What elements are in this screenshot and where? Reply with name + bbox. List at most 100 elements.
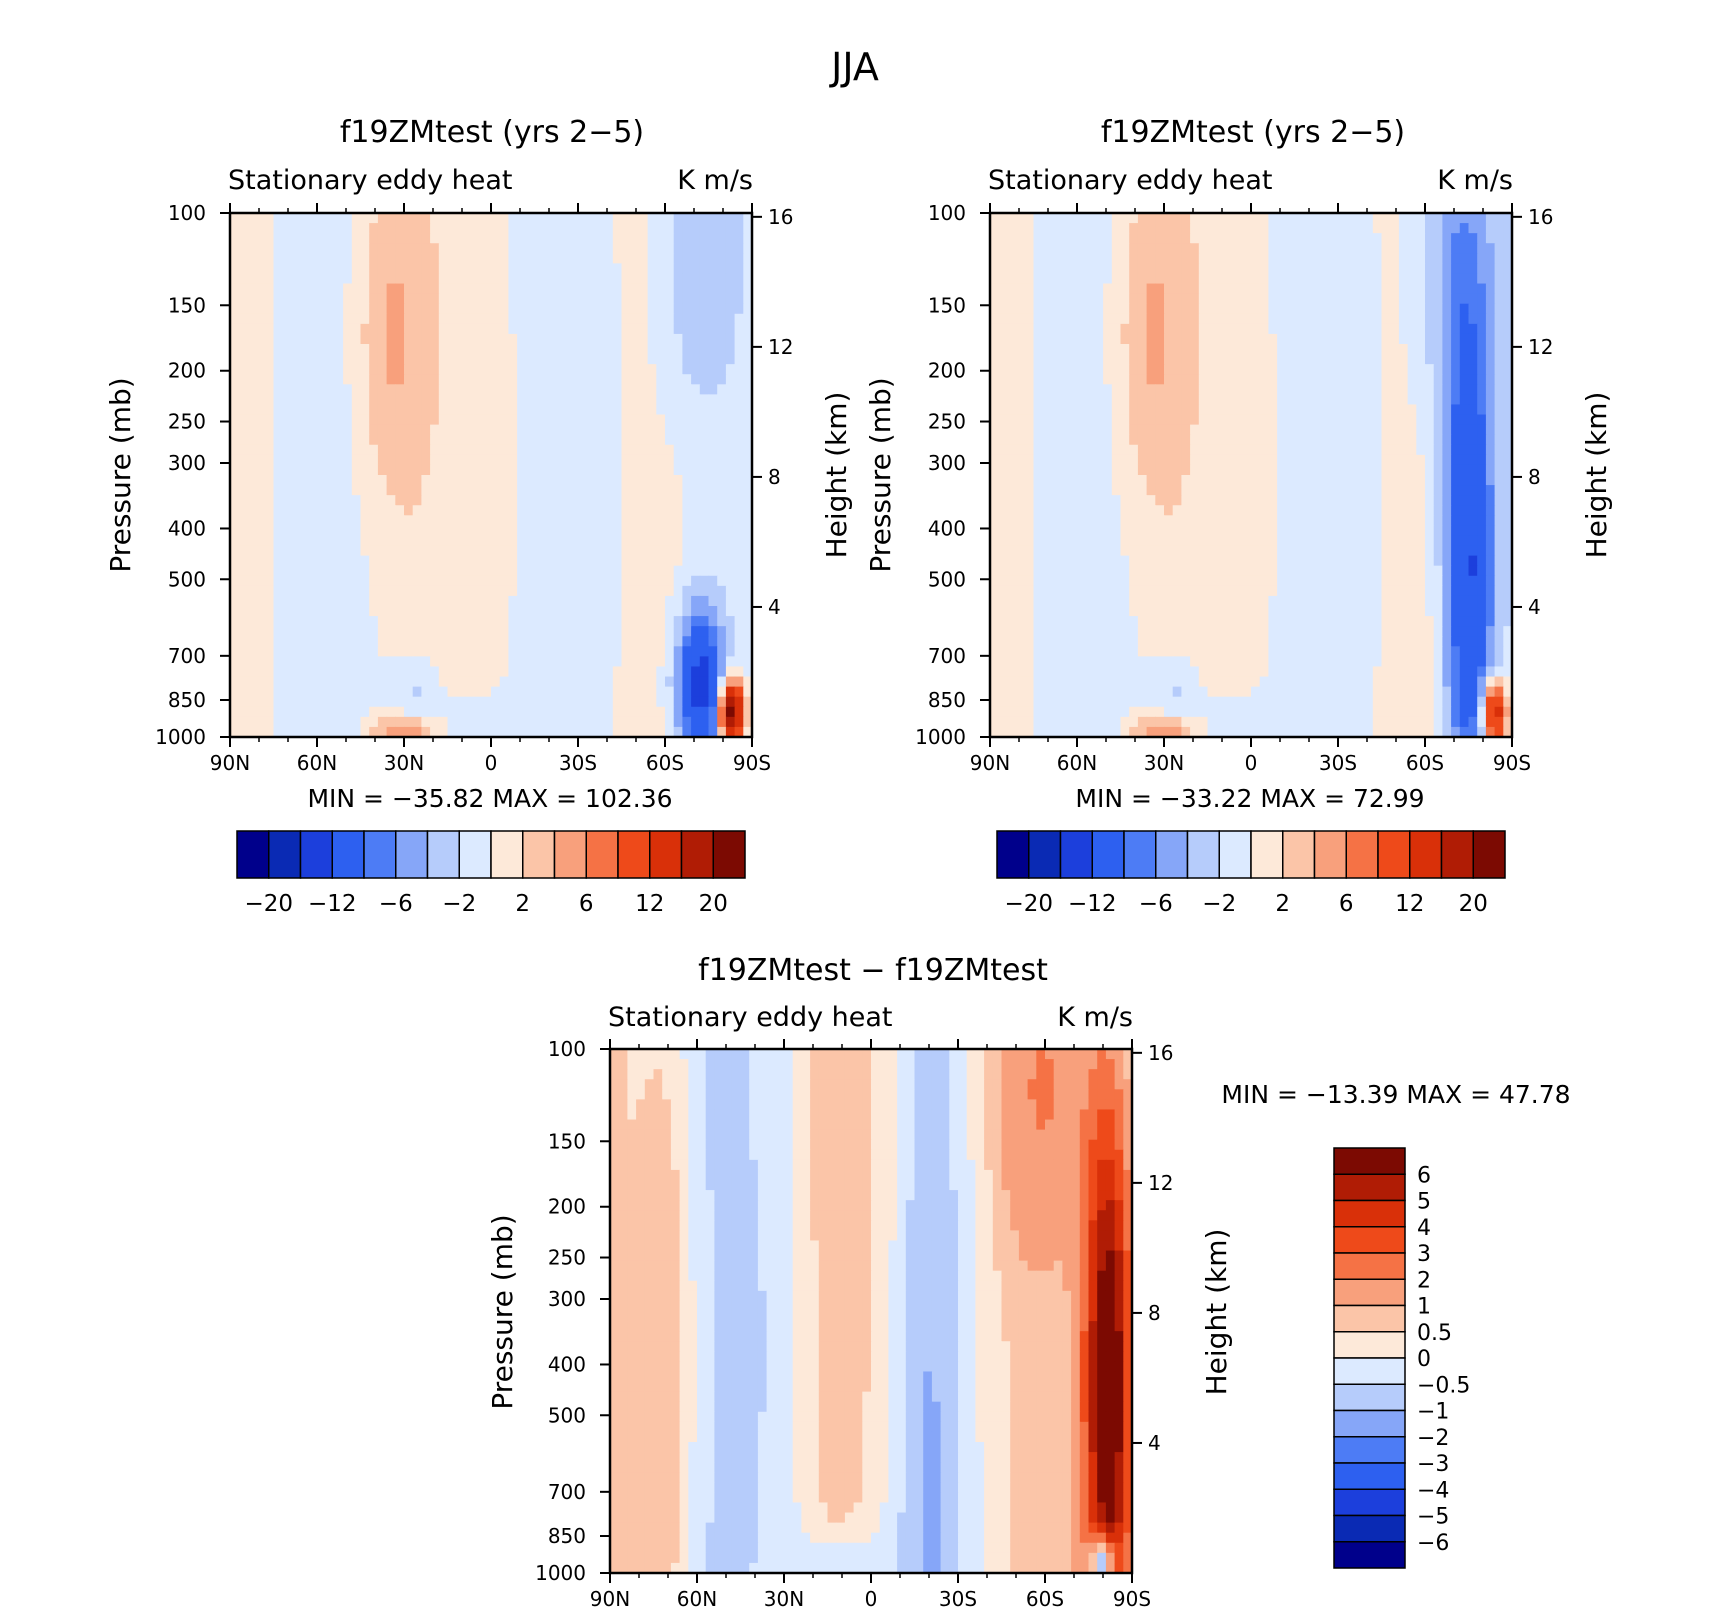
field-cell: [1068, 303, 1078, 315]
field-cell: [1120, 384, 1130, 395]
field-cell: [1190, 323, 1200, 335]
field-cell: [525, 686, 536, 698]
field-cell: [551, 253, 562, 264]
field-cell: [508, 626, 518, 637]
field-cell: [569, 565, 579, 577]
field-cell: [499, 515, 509, 526]
field-cell: [1190, 243, 1200, 254]
field-cell: [1451, 424, 1461, 436]
field-cell: [1155, 444, 1165, 456]
field-cell: [421, 273, 431, 285]
field-cell: [1416, 404, 1426, 416]
field-cell: [990, 414, 1000, 426]
field-cell: [499, 364, 509, 375]
field-cell: [1172, 434, 1182, 446]
field-cell: [604, 676, 614, 688]
field-cell: [621, 646, 631, 657]
field-cell: [473, 505, 483, 516]
field-cell: [412, 545, 422, 557]
field-cell: [586, 636, 596, 647]
field-cell: [1311, 414, 1322, 426]
field-cell: [1050, 354, 1061, 365]
field-cell: [473, 495, 483, 506]
field-cell: [517, 303, 527, 315]
field-cell: [717, 454, 727, 466]
field-cell: [708, 223, 718, 234]
field-cell: [1320, 434, 1330, 446]
field-cell: [1077, 444, 1087, 456]
field-cell: [682, 364, 692, 375]
field-cell: [299, 525, 309, 537]
field-cell: [621, 293, 631, 305]
field-cell: [386, 384, 396, 395]
field-cell: [447, 525, 457, 537]
field-cell: [273, 414, 283, 426]
field-cell: [1172, 464, 1182, 476]
field-cell: [264, 726, 275, 737]
field-cell: [264, 233, 275, 244]
field-cell: [360, 313, 370, 325]
field-cell: [517, 726, 527, 737]
field-cell: [1477, 464, 1487, 476]
field-cell: [543, 414, 553, 426]
field-cell: [725, 676, 736, 688]
field-cell: [325, 595, 335, 607]
field-cell: [360, 595, 370, 607]
field-cell: [604, 233, 614, 244]
field-cell: [534, 394, 544, 406]
field-cell: [273, 354, 283, 365]
field-cell: [673, 606, 683, 617]
field-cell: [290, 213, 301, 224]
field-cell: [604, 495, 614, 506]
field-cell: [1242, 475, 1252, 486]
field-cell: [1111, 223, 1122, 234]
field-cell: [317, 646, 327, 657]
field-cell: [247, 585, 257, 597]
field-cell: [1172, 394, 1182, 406]
field-cell: [230, 495, 240, 506]
field-cell: [1155, 485, 1165, 496]
field-cell: [525, 404, 536, 416]
field-cell: [1503, 253, 1512, 264]
field-cell: [612, 414, 623, 426]
field-cell: [1433, 213, 1443, 224]
field-cell: [543, 313, 553, 325]
field-cell: [1111, 273, 1122, 285]
field-cell: [1381, 344, 1391, 355]
field-cell: [1216, 253, 1226, 264]
field-cell: [360, 354, 370, 365]
field-cell: [604, 313, 614, 325]
field-cell: [343, 485, 353, 496]
field-cell: [464, 626, 475, 637]
field-cell: [621, 384, 631, 395]
field-cell: [247, 555, 257, 567]
field-cell: [395, 585, 405, 597]
field-cell: [230, 464, 240, 476]
field-cell: [1016, 505, 1026, 516]
field-cell: [308, 243, 318, 254]
field-cell: [404, 515, 414, 526]
field-cell: [1320, 223, 1330, 234]
field-cell: [256, 515, 266, 526]
field-cell: [464, 716, 475, 728]
field-cell: [1311, 354, 1322, 365]
field-cell: [456, 303, 466, 315]
field-cell: [734, 666, 744, 678]
field-cell: [369, 323, 379, 335]
field-cell: [282, 283, 292, 295]
field-cell: [256, 666, 266, 678]
field-cell: [717, 464, 727, 476]
field-cell: [447, 464, 457, 476]
field-cell: [638, 606, 649, 617]
field-cell: [404, 434, 414, 446]
field-cell: [308, 424, 318, 436]
field-cell: [1094, 384, 1104, 395]
field-cell: [699, 223, 710, 234]
field-cell: [473, 454, 483, 466]
field-cell: [369, 706, 379, 718]
field-cell: [612, 706, 623, 718]
field-cell: [647, 666, 657, 678]
field-cell: [1207, 253, 1217, 264]
field-cell: [491, 223, 501, 234]
field-cell: [543, 616, 553, 627]
